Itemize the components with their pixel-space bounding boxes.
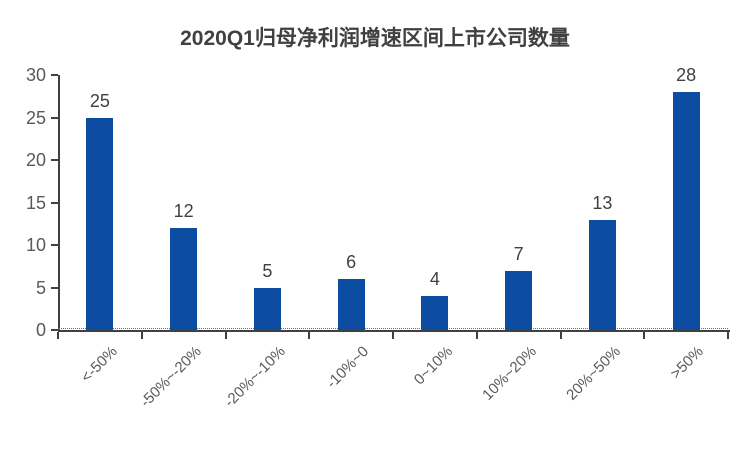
bar [170, 228, 198, 330]
x-category-label: -50%~-20% [136, 343, 205, 411]
y-tick [51, 329, 58, 331]
x-tick [57, 332, 59, 339]
x-category-label: <-50% [77, 343, 121, 386]
x-tick [475, 332, 478, 339]
x-axis-line [58, 330, 730, 332]
x-category-label: >50% [667, 343, 708, 383]
bar-value-label: 6 [346, 252, 357, 272]
y-tick-label: 10 [25, 235, 46, 255]
bar [86, 117, 114, 330]
bar-value-label: 5 [262, 260, 273, 281]
y-tick [51, 201, 58, 204]
x-tick [392, 332, 394, 339]
x-tick [559, 332, 562, 339]
y-tick-label: 0 [35, 320, 46, 340]
bar [588, 219, 616, 330]
x-category-label: 0~10% [410, 343, 456, 389]
x-category-label: -20%~-10% [220, 343, 289, 411]
y-tick [51, 286, 58, 289]
bar [672, 92, 700, 330]
bar-value-label: 4 [429, 269, 440, 289]
y-tick [51, 159, 58, 161]
bar [421, 296, 449, 330]
bar [505, 270, 533, 330]
y-tick [51, 74, 58, 76]
x-tick [140, 332, 143, 339]
y-tick-label: 20 [25, 150, 46, 170]
x-axis-minor-ticks [58, 328, 728, 329]
bar [253, 287, 281, 330]
x-category-label: 10%~20% [478, 343, 540, 404]
bar [337, 279, 365, 330]
bar-value-label: 28 [676, 65, 697, 85]
y-tick [51, 116, 58, 119]
bar-value-label: 12 [173, 201, 194, 221]
x-tick [224, 332, 227, 339]
chart-title: 2020Q1归母净利润增速区间上市公司数量 [180, 27, 570, 50]
y-tick-label: 15 [25, 192, 46, 213]
x-category-label: -10%~0 [323, 343, 373, 392]
y-tick [51, 244, 58, 246]
x-category-label: 20%~50% [562, 343, 624, 404]
y-tick-label: 25 [25, 107, 46, 128]
x-tick [643, 332, 646, 339]
x-tick [308, 332, 311, 339]
bar-value-label: 13 [592, 192, 613, 213]
y-tick-label: 5 [35, 277, 46, 298]
x-tick [727, 332, 729, 339]
y-axis-line [58, 75, 60, 332]
y-tick-label: 30 [25, 65, 46, 85]
bar-value-label: 25 [89, 90, 110, 111]
bar-value-label: 7 [513, 243, 524, 264]
